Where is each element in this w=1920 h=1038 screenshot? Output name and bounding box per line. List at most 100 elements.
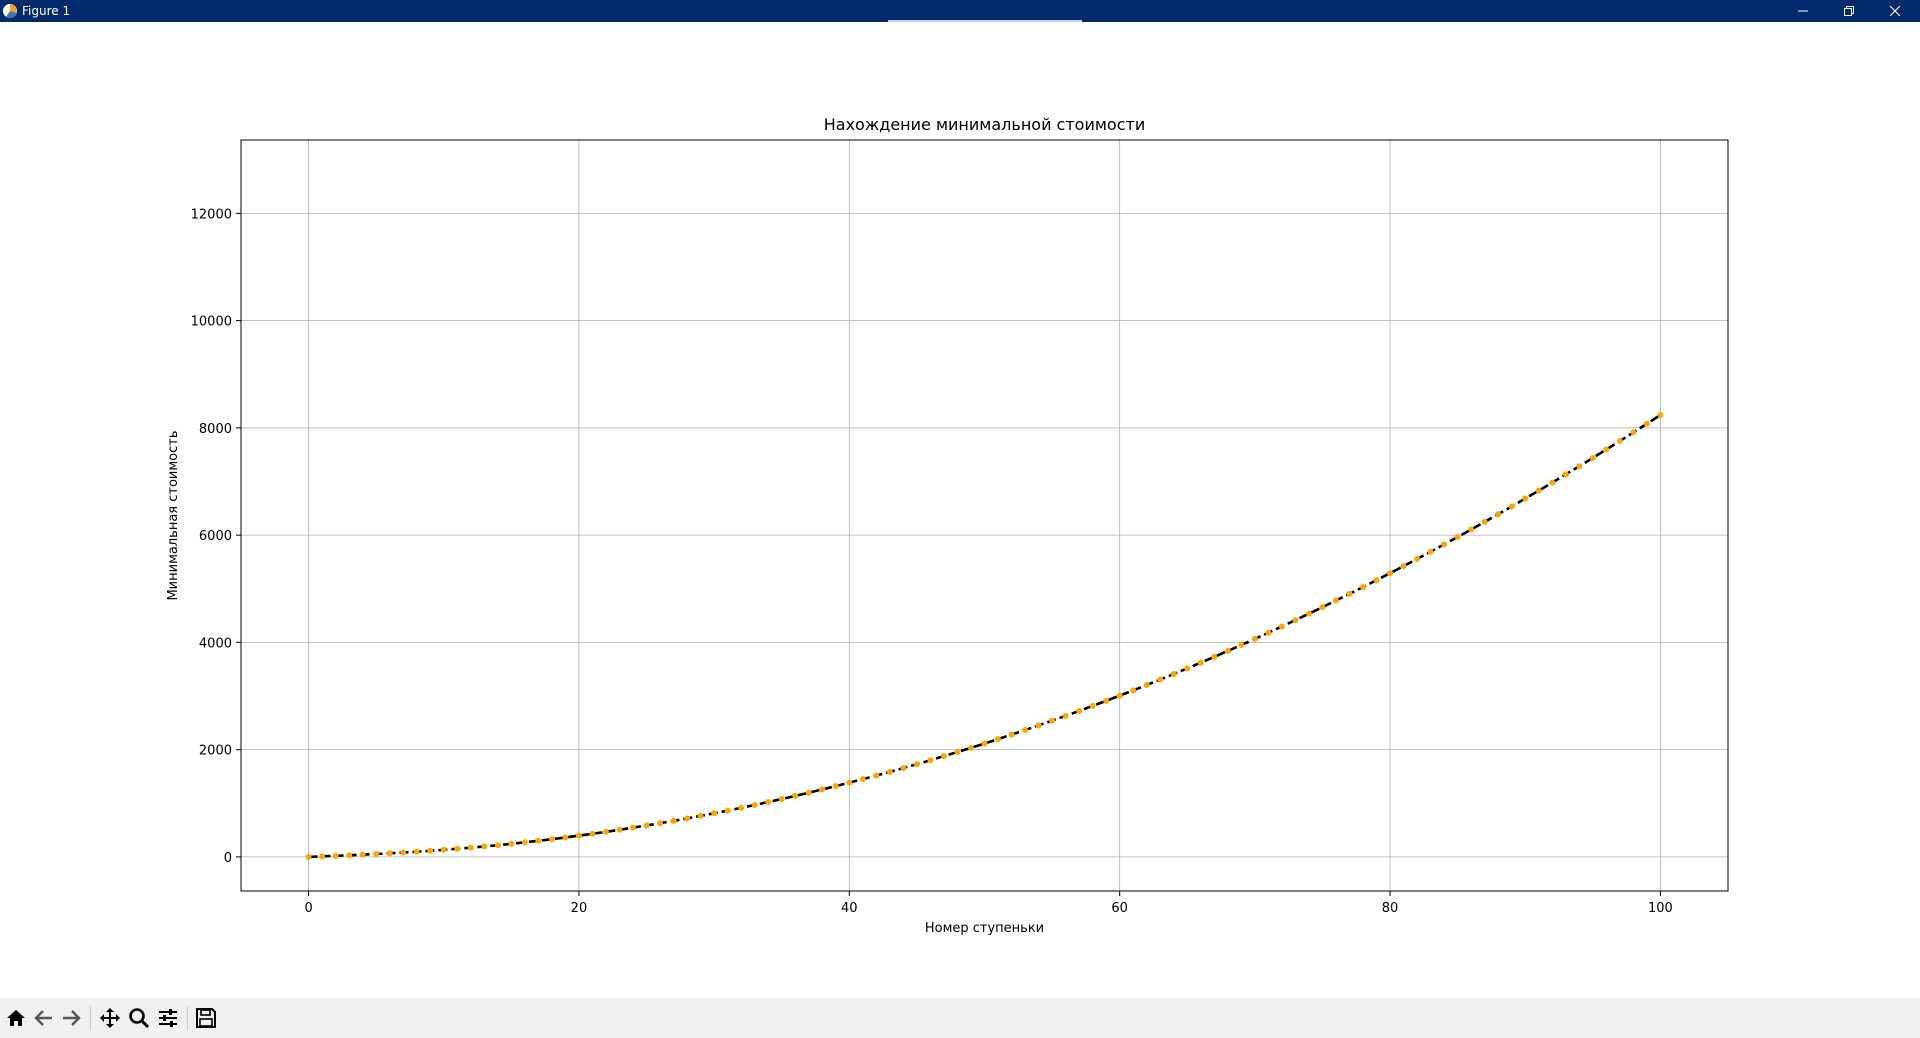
configure-subplots-icon <box>159 1009 177 1027</box>
pan-move-icon <box>100 1008 120 1028</box>
data-point <box>1346 590 1353 597</box>
data-point <box>1035 722 1042 729</box>
line-chart: 0 20 40 60 80 100020004000600080001000012000 … <box>166 115 1729 936</box>
data-point <box>427 847 434 854</box>
data-point <box>413 848 420 855</box>
restore-button[interactable] <box>1826 0 1872 22</box>
data-point <box>1143 682 1150 689</box>
data-point <box>1630 429 1637 436</box>
zoom-button[interactable] <box>126 1006 152 1030</box>
data-point <box>562 834 569 841</box>
forward-button[interactable] <box>58 1006 84 1030</box>
data-point <box>981 740 988 747</box>
back-button[interactable] <box>31 1006 57 1030</box>
data-point <box>765 799 772 806</box>
data-point <box>954 749 961 756</box>
data-point <box>1360 584 1367 591</box>
forward-arrow-icon <box>63 1010 81 1026</box>
data-point <box>481 843 488 850</box>
data-point <box>792 792 799 799</box>
restore-icon <box>1844 6 1854 16</box>
minimize-icon <box>1798 10 1808 12</box>
data-point <box>373 851 380 857</box>
minimize-button[interactable] <box>1780 0 1826 22</box>
data-point <box>1292 617 1299 624</box>
data-point <box>521 839 528 846</box>
data-point <box>1562 471 1569 478</box>
plot-frame <box>240 139 1729 892</box>
data-point <box>832 783 839 790</box>
data-point <box>684 815 691 822</box>
x-axis-label: Номер ступеньки <box>925 921 1044 936</box>
data-point <box>1400 563 1407 570</box>
data-point <box>1427 548 1434 555</box>
data-point <box>859 776 866 783</box>
data-point <box>1332 597 1339 604</box>
series-line <box>308 413 1662 859</box>
data-point <box>1116 692 1123 699</box>
configure-subplots-button[interactable] <box>155 1006 181 1030</box>
data-point <box>1468 526 1475 533</box>
data-point <box>305 853 312 860</box>
data-point <box>1251 635 1258 642</box>
data-point <box>332 852 339 859</box>
data-point <box>602 828 609 835</box>
pan-button[interactable] <box>97 1006 123 1030</box>
save-floppy-icon <box>196 1008 216 1028</box>
data-point <box>1603 446 1610 453</box>
plot-area <box>241 140 1728 891</box>
data-point <box>643 822 650 829</box>
data-point <box>1022 727 1029 734</box>
y-tick-label: 4000 <box>199 636 232 651</box>
data-point <box>927 757 934 764</box>
window-titlebar: Figure 1 <box>0 0 1920 22</box>
data-point <box>1454 534 1461 540</box>
data-point <box>657 820 664 827</box>
home-button[interactable] <box>3 1006 29 1030</box>
y-tick-label: 6000 <box>199 529 232 544</box>
data-point <box>1576 463 1583 470</box>
window-title: Figure 1 <box>22 4 71 18</box>
data-point <box>670 817 677 824</box>
data-point <box>386 850 393 857</box>
figure-canvas[interactable]: 0 20 40 60 80 100 0 2000 4000 6000 8000 10000 12000 … <box>0 22 1920 998</box>
x-tick-label: 100 <box>1648 901 1673 916</box>
data-point <box>1549 479 1556 486</box>
data-point <box>440 846 447 853</box>
data-point <box>1062 712 1069 719</box>
data-point <box>535 837 542 844</box>
data-point <box>1008 731 1015 738</box>
data-point <box>995 736 1002 743</box>
grid-lines <box>241 140 1728 891</box>
data-point <box>359 851 366 858</box>
y-tick-label: 0 <box>224 851 232 866</box>
x-tick-label: 40 <box>841 901 858 916</box>
data-point <box>1657 412 1664 418</box>
data-point <box>1076 707 1083 714</box>
data-point <box>1441 541 1448 548</box>
data-point <box>494 842 501 849</box>
toolbar-separator <box>90 1006 91 1030</box>
data-point <box>1170 671 1177 678</box>
zoom-magnifier-icon <box>129 1008 150 1029</box>
close-button[interactable] <box>1872 0 1918 22</box>
data-point <box>1049 717 1056 724</box>
data-point <box>1616 438 1623 445</box>
data-point <box>1535 487 1542 494</box>
save-button[interactable] <box>193 1006 219 1030</box>
data-point <box>1089 702 1096 709</box>
data-point <box>508 840 515 847</box>
data-point <box>751 801 758 808</box>
data-point <box>1319 604 1326 611</box>
series-layer <box>305 412 1664 860</box>
data-point <box>1495 511 1502 518</box>
data-point <box>1589 454 1596 461</box>
data-point <box>1224 647 1231 654</box>
data-point <box>1278 623 1285 630</box>
data-point <box>1373 577 1380 584</box>
data-point <box>913 761 920 768</box>
y-tick-label: 2000 <box>199 744 232 759</box>
y-axis-label: Минимальная стоимость <box>166 430 181 600</box>
data-point <box>1414 555 1421 562</box>
data-point <box>819 786 826 793</box>
